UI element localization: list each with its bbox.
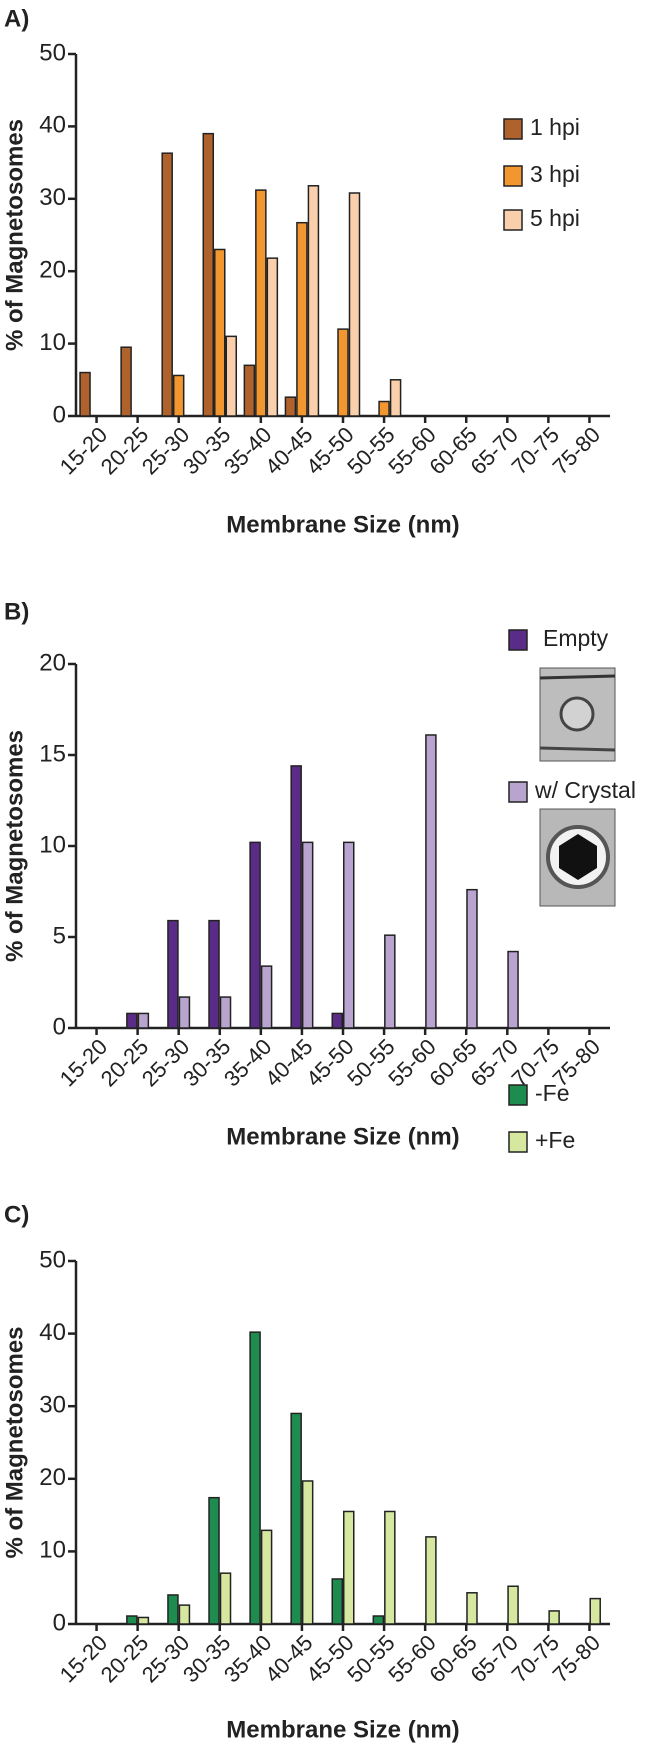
- bar: [137, 1012, 150, 1029]
- bar: [260, 965, 273, 1029]
- legend-label: +Fe: [535, 1127, 575, 1153]
- bar: [507, 1585, 519, 1625]
- bar: [249, 1331, 261, 1625]
- legend-label: 1 hpi: [530, 114, 580, 140]
- bar: [466, 888, 478, 1029]
- bar: [343, 1510, 355, 1625]
- bar: [249, 841, 261, 1029]
- y-axis-label: % of Magnetosomes: [1, 730, 28, 962]
- y-tick-label: 50: [39, 39, 66, 66]
- y-tick-label: 30: [39, 184, 66, 211]
- panel-label: B): [4, 598, 29, 625]
- legend-label: w/ Crystal: [534, 777, 636, 803]
- bar: [202, 132, 215, 417]
- legend-label: Empty: [543, 625, 609, 651]
- bar: [126, 1615, 138, 1625]
- x-tick-label: 75-80: [548, 422, 605, 479]
- legend-label: 3 hpi: [530, 161, 580, 187]
- bar: [167, 919, 179, 1029]
- bar: [167, 1594, 179, 1625]
- y-tick-label: 5: [53, 922, 66, 949]
- bar: [214, 248, 226, 417]
- x-axis-label: Membrane Size (nm): [226, 511, 459, 538]
- panel-label: C): [4, 1201, 29, 1228]
- bar: [243, 364, 256, 417]
- bar: [172, 374, 185, 417]
- panel-label: A): [4, 5, 29, 32]
- x-axis-label: Membrane Size (nm): [226, 1716, 459, 1743]
- bar: [466, 1592, 478, 1625]
- bar: [178, 996, 191, 1029]
- y-tick-label: 20: [39, 1464, 66, 1491]
- bar: [343, 841, 355, 1029]
- bar: [260, 1529, 273, 1625]
- legend-label: 5 hpi: [530, 205, 580, 231]
- legend-swatch: [503, 209, 523, 231]
- y-tick-label: 0: [53, 1013, 66, 1040]
- y-tick-label: 15: [39, 740, 66, 767]
- y-tick-label: 10: [39, 329, 66, 356]
- y-tick-label: 20: [39, 257, 66, 284]
- bar: [331, 1578, 343, 1625]
- bar: [284, 396, 297, 417]
- bar: [507, 950, 519, 1029]
- bar: [589, 1597, 601, 1625]
- y-tick-label: 10: [39, 831, 66, 858]
- bar: [225, 335, 238, 417]
- bar: [331, 1012, 343, 1029]
- legend-swatch: [503, 118, 523, 140]
- bar: [208, 919, 220, 1029]
- bar: [219, 996, 232, 1029]
- y-axis-label: % of Magnetosomes: [1, 119, 28, 351]
- bar: [290, 1412, 302, 1625]
- bar: [161, 152, 173, 417]
- y-tick-label: 50: [39, 1246, 66, 1273]
- bar: [178, 1604, 191, 1625]
- legend-swatch: [508, 1131, 528, 1153]
- y-tick-label: 30: [39, 1392, 66, 1419]
- bar: [307, 185, 320, 417]
- bar: [301, 1480, 314, 1625]
- bar: [378, 400, 390, 417]
- x-axis-label: Membrane Size (nm): [226, 1123, 459, 1150]
- micrograph-empty: [539, 667, 616, 762]
- bar: [255, 189, 267, 417]
- bar: [219, 1572, 232, 1625]
- x-tick-label: 75-80: [548, 1630, 605, 1687]
- bar: [384, 934, 396, 1029]
- legend-swatch: [508, 629, 528, 651]
- legend-swatch: [508, 1084, 528, 1106]
- bar: [348, 192, 361, 417]
- bar: [372, 1615, 385, 1625]
- bar: [425, 1536, 437, 1625]
- bar: [208, 1496, 220, 1625]
- bar: [120, 346, 132, 417]
- bar: [290, 765, 302, 1029]
- bar: [301, 841, 314, 1029]
- legend-swatch: [503, 165, 523, 187]
- legend-label: -Fe: [535, 1080, 570, 1106]
- y-tick-label: 0: [53, 401, 66, 428]
- bar: [137, 1616, 150, 1625]
- bar: [266, 257, 279, 417]
- bar: [384, 1510, 396, 1625]
- bar: [425, 734, 437, 1029]
- y-tick-label: 40: [39, 112, 66, 139]
- bar: [296, 221, 308, 417]
- y-tick-label: 0: [53, 1609, 66, 1636]
- bar: [389, 379, 402, 417]
- bar: [126, 1012, 138, 1029]
- y-tick-label: 40: [39, 1319, 66, 1346]
- micrograph-crystal: [539, 808, 616, 907]
- y-tick-label: 10: [39, 1537, 66, 1564]
- bar: [337, 328, 349, 417]
- y-tick-label: 20: [39, 649, 66, 676]
- bar: [79, 371, 91, 417]
- y-axis-label: % of Magnetosomes: [1, 1326, 28, 1558]
- legend-swatch: [508, 781, 528, 803]
- bar: [548, 1610, 560, 1625]
